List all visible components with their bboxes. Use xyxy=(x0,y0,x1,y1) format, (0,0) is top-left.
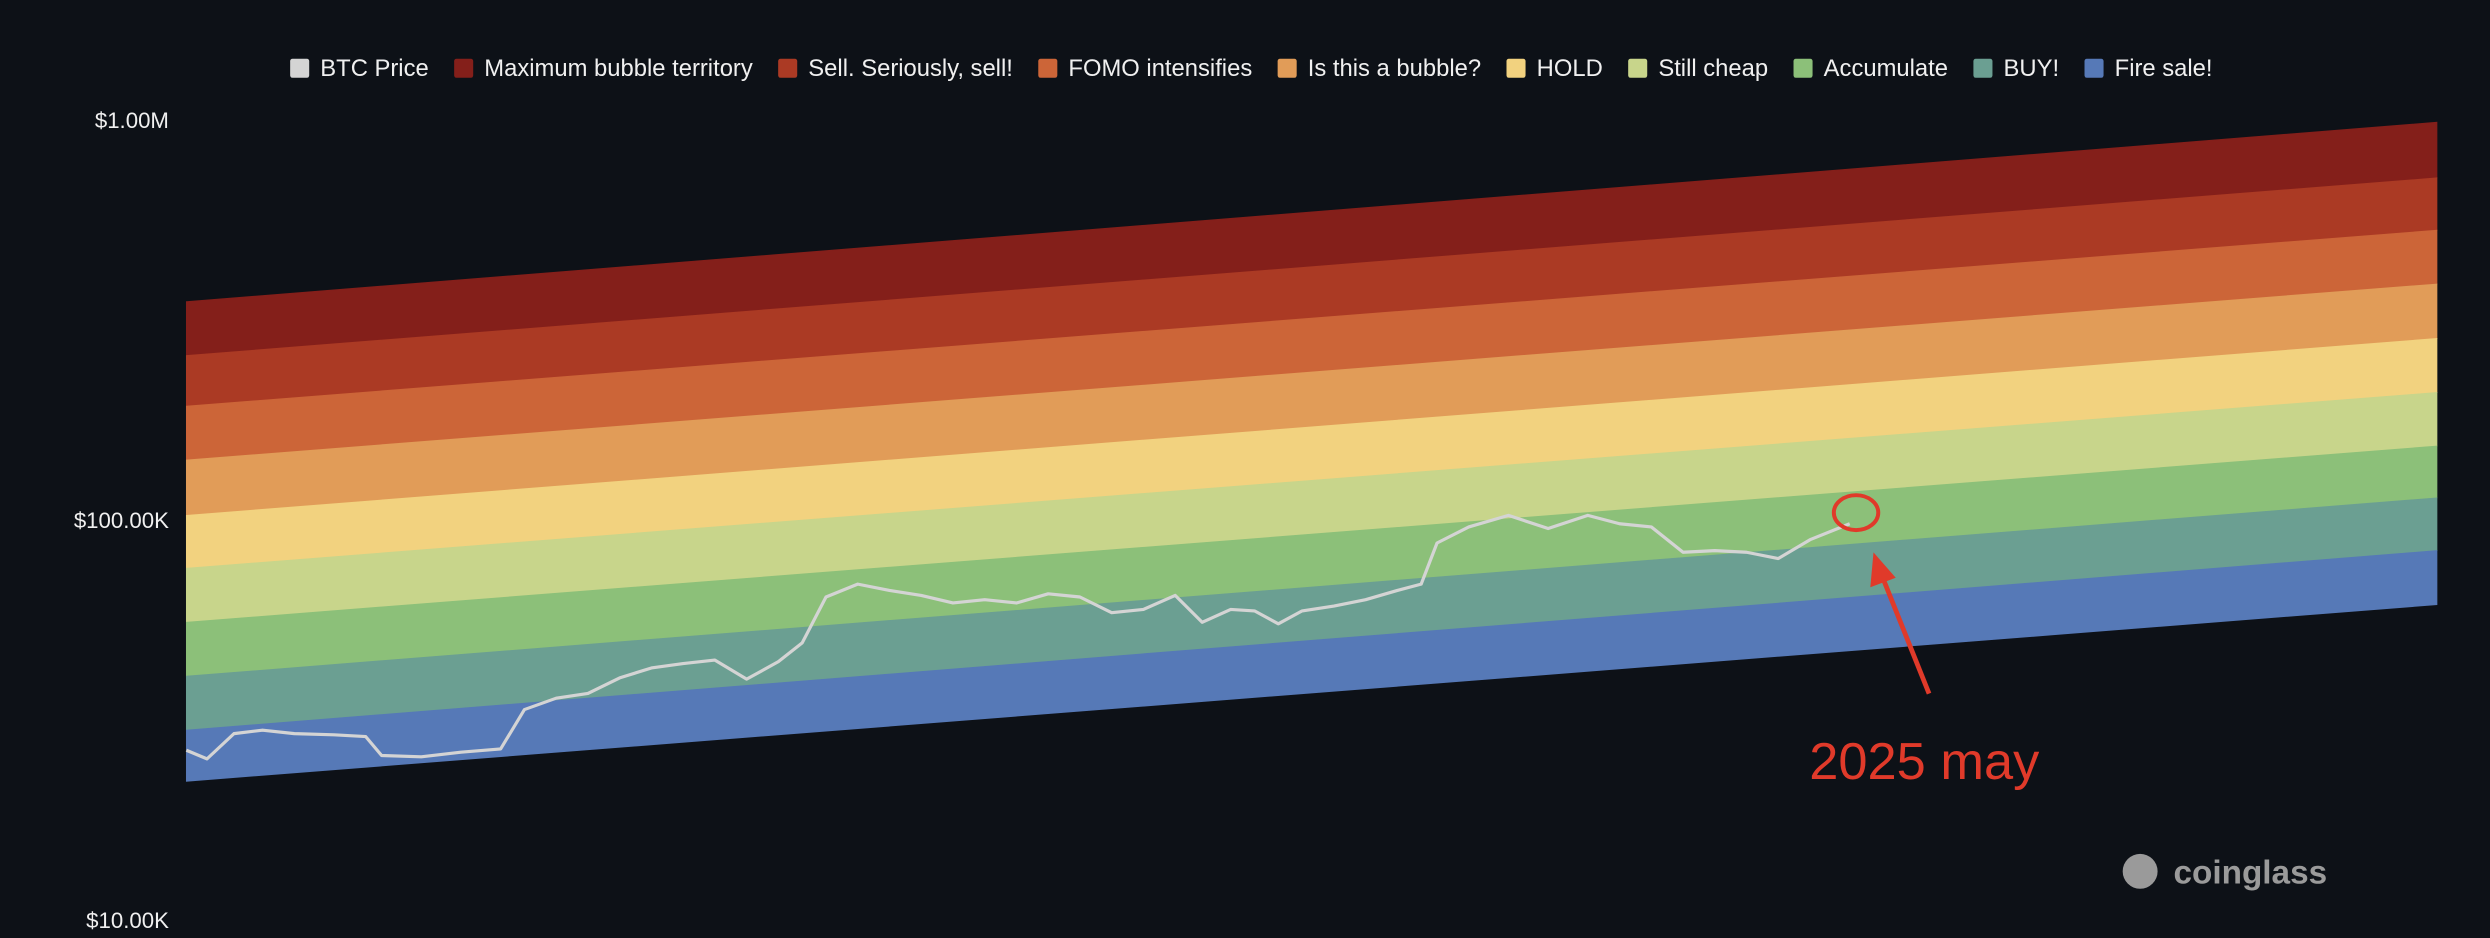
legend-label: Sell. Seriously, sell! xyxy=(808,55,1013,82)
legend-swatch xyxy=(290,58,310,78)
annotation: 2025 may xyxy=(1809,733,2040,791)
lines xyxy=(185,513,1851,761)
legend-label: Is this a bubble? xyxy=(1308,55,1481,82)
annotation-arrow xyxy=(1879,573,1932,695)
legend-swatch xyxy=(1973,58,1993,78)
highlight-circle xyxy=(1831,493,1881,533)
legend-swatch xyxy=(1506,58,1526,78)
legend-swatch xyxy=(778,58,798,78)
legend-label: Accumulate xyxy=(1824,55,1948,82)
watermark: coinglass xyxy=(2173,854,2327,891)
legend-swatch xyxy=(454,58,474,78)
y-axis: $10.00K $100.00K $1.00M xyxy=(74,108,169,933)
bands xyxy=(185,121,2438,782)
band xyxy=(185,550,2438,782)
legend-label: HOLD xyxy=(1537,55,1603,82)
legend-swatch xyxy=(1793,58,1813,78)
legend-label: Fire sale! xyxy=(2115,55,2213,82)
legend-swatch xyxy=(1628,58,1648,78)
legend-swatch xyxy=(2084,58,2104,78)
arrow-head xyxy=(1870,552,1896,588)
watermark-logo xyxy=(2122,853,2158,889)
legend-label: Still cheap xyxy=(1658,55,1768,82)
legend-label: Maximum bubble territory xyxy=(484,55,753,82)
legend-swatch xyxy=(1038,58,1058,78)
legend-swatch xyxy=(1277,58,1297,78)
legend-label: BTC Price xyxy=(320,55,428,82)
legend-label: BUY! xyxy=(2004,55,2060,82)
y-tick-label: $100.00K xyxy=(74,508,169,533)
y-tick-label: $1.00M xyxy=(95,108,169,133)
price-line xyxy=(185,513,1851,761)
legend-label: FOMO intensifies xyxy=(1068,55,1252,82)
y-tick-label: $10.00K xyxy=(86,908,169,933)
legend: BTC Price Maximum bubble territory Sell. S… xyxy=(290,55,2213,82)
